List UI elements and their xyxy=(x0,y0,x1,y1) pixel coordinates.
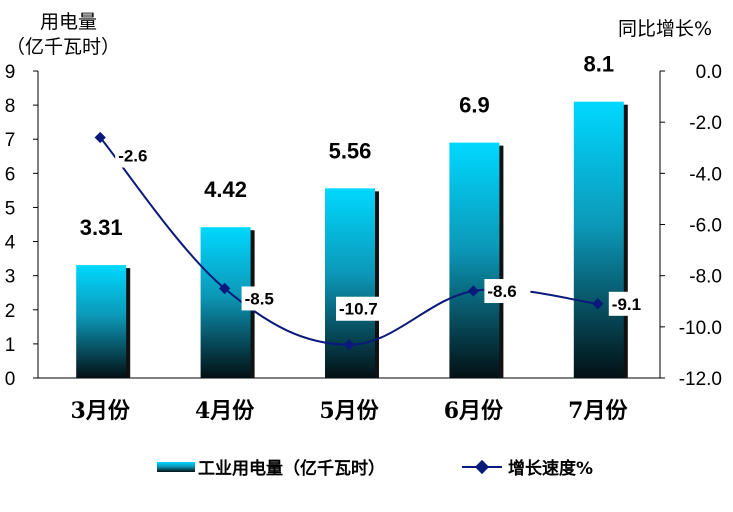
line-label-box xyxy=(241,286,288,311)
right-tick-label: -4.0 xyxy=(689,164,722,185)
left-tick-label: 5 xyxy=(5,198,16,219)
category-label: 7月份 xyxy=(568,398,628,424)
line-label-box xyxy=(336,296,392,321)
line-label-box xyxy=(115,143,162,168)
line-marker xyxy=(467,285,480,297)
category-label: 3月份 xyxy=(71,398,131,424)
left-tick-label: 1 xyxy=(5,335,16,356)
legend-line-label: 增长速度% xyxy=(508,458,593,479)
line-value-label: -2.6 xyxy=(118,147,147,166)
left-tick-label: 4 xyxy=(5,233,16,254)
legend: 工业用电量（亿千瓦时） 增长速度% xyxy=(157,458,593,479)
line-value-label: -8.5 xyxy=(245,289,274,308)
bar xyxy=(325,188,375,378)
right-tick-label: -8.0 xyxy=(689,267,722,288)
left-tick-label: 3 xyxy=(5,267,16,288)
left-tick-label: 9 xyxy=(5,62,16,83)
bar-value-label: 6.9 xyxy=(459,93,490,118)
category-label: 6月份 xyxy=(444,398,504,424)
bar-value-label: 3.31 xyxy=(80,215,123,240)
right-tick-label: -6.0 xyxy=(689,216,722,237)
right-tick-label: -10.0 xyxy=(679,318,722,339)
bar xyxy=(449,142,500,378)
bar-value-label: 8.1 xyxy=(584,52,615,77)
bar xyxy=(76,265,127,378)
legend-line-marker xyxy=(474,459,490,475)
right-tick-label: -12.0 xyxy=(679,369,722,390)
left-tick-label: 6 xyxy=(5,164,16,185)
line-marker xyxy=(218,282,231,295)
line-label-box xyxy=(484,279,531,304)
line-marker xyxy=(592,298,604,310)
bar xyxy=(573,101,624,378)
right-axis-title: 同比增长% xyxy=(618,18,712,40)
line-value-label: -10.7 xyxy=(339,300,378,319)
bar-value-label: 5.56 xyxy=(329,138,372,163)
left-axis-title-line2: （亿千瓦时） xyxy=(6,36,120,58)
category-label: 4月份 xyxy=(195,398,255,424)
left-tick-label: 2 xyxy=(5,301,16,322)
legend-bar-swatch xyxy=(157,462,195,472)
category-label: 5月份 xyxy=(319,398,379,424)
line-value-label: -8.6 xyxy=(487,282,516,301)
right-tick-label: -2.0 xyxy=(689,113,722,134)
left-tick-label: 0 xyxy=(5,369,16,390)
left-tick-label: 7 xyxy=(5,130,16,151)
line-marker xyxy=(343,339,355,351)
legend-bar-label: 工业用电量（亿千瓦时） xyxy=(198,458,385,479)
line-value-label: -9.1 xyxy=(612,295,641,314)
left-tick-label: 8 xyxy=(5,96,16,117)
bar-value-label: 4.42 xyxy=(204,177,247,202)
right-tick-label: 0.0 xyxy=(696,62,722,83)
left-axis-title-line1: 用电量 xyxy=(40,11,97,33)
line-label-box xyxy=(608,291,655,316)
